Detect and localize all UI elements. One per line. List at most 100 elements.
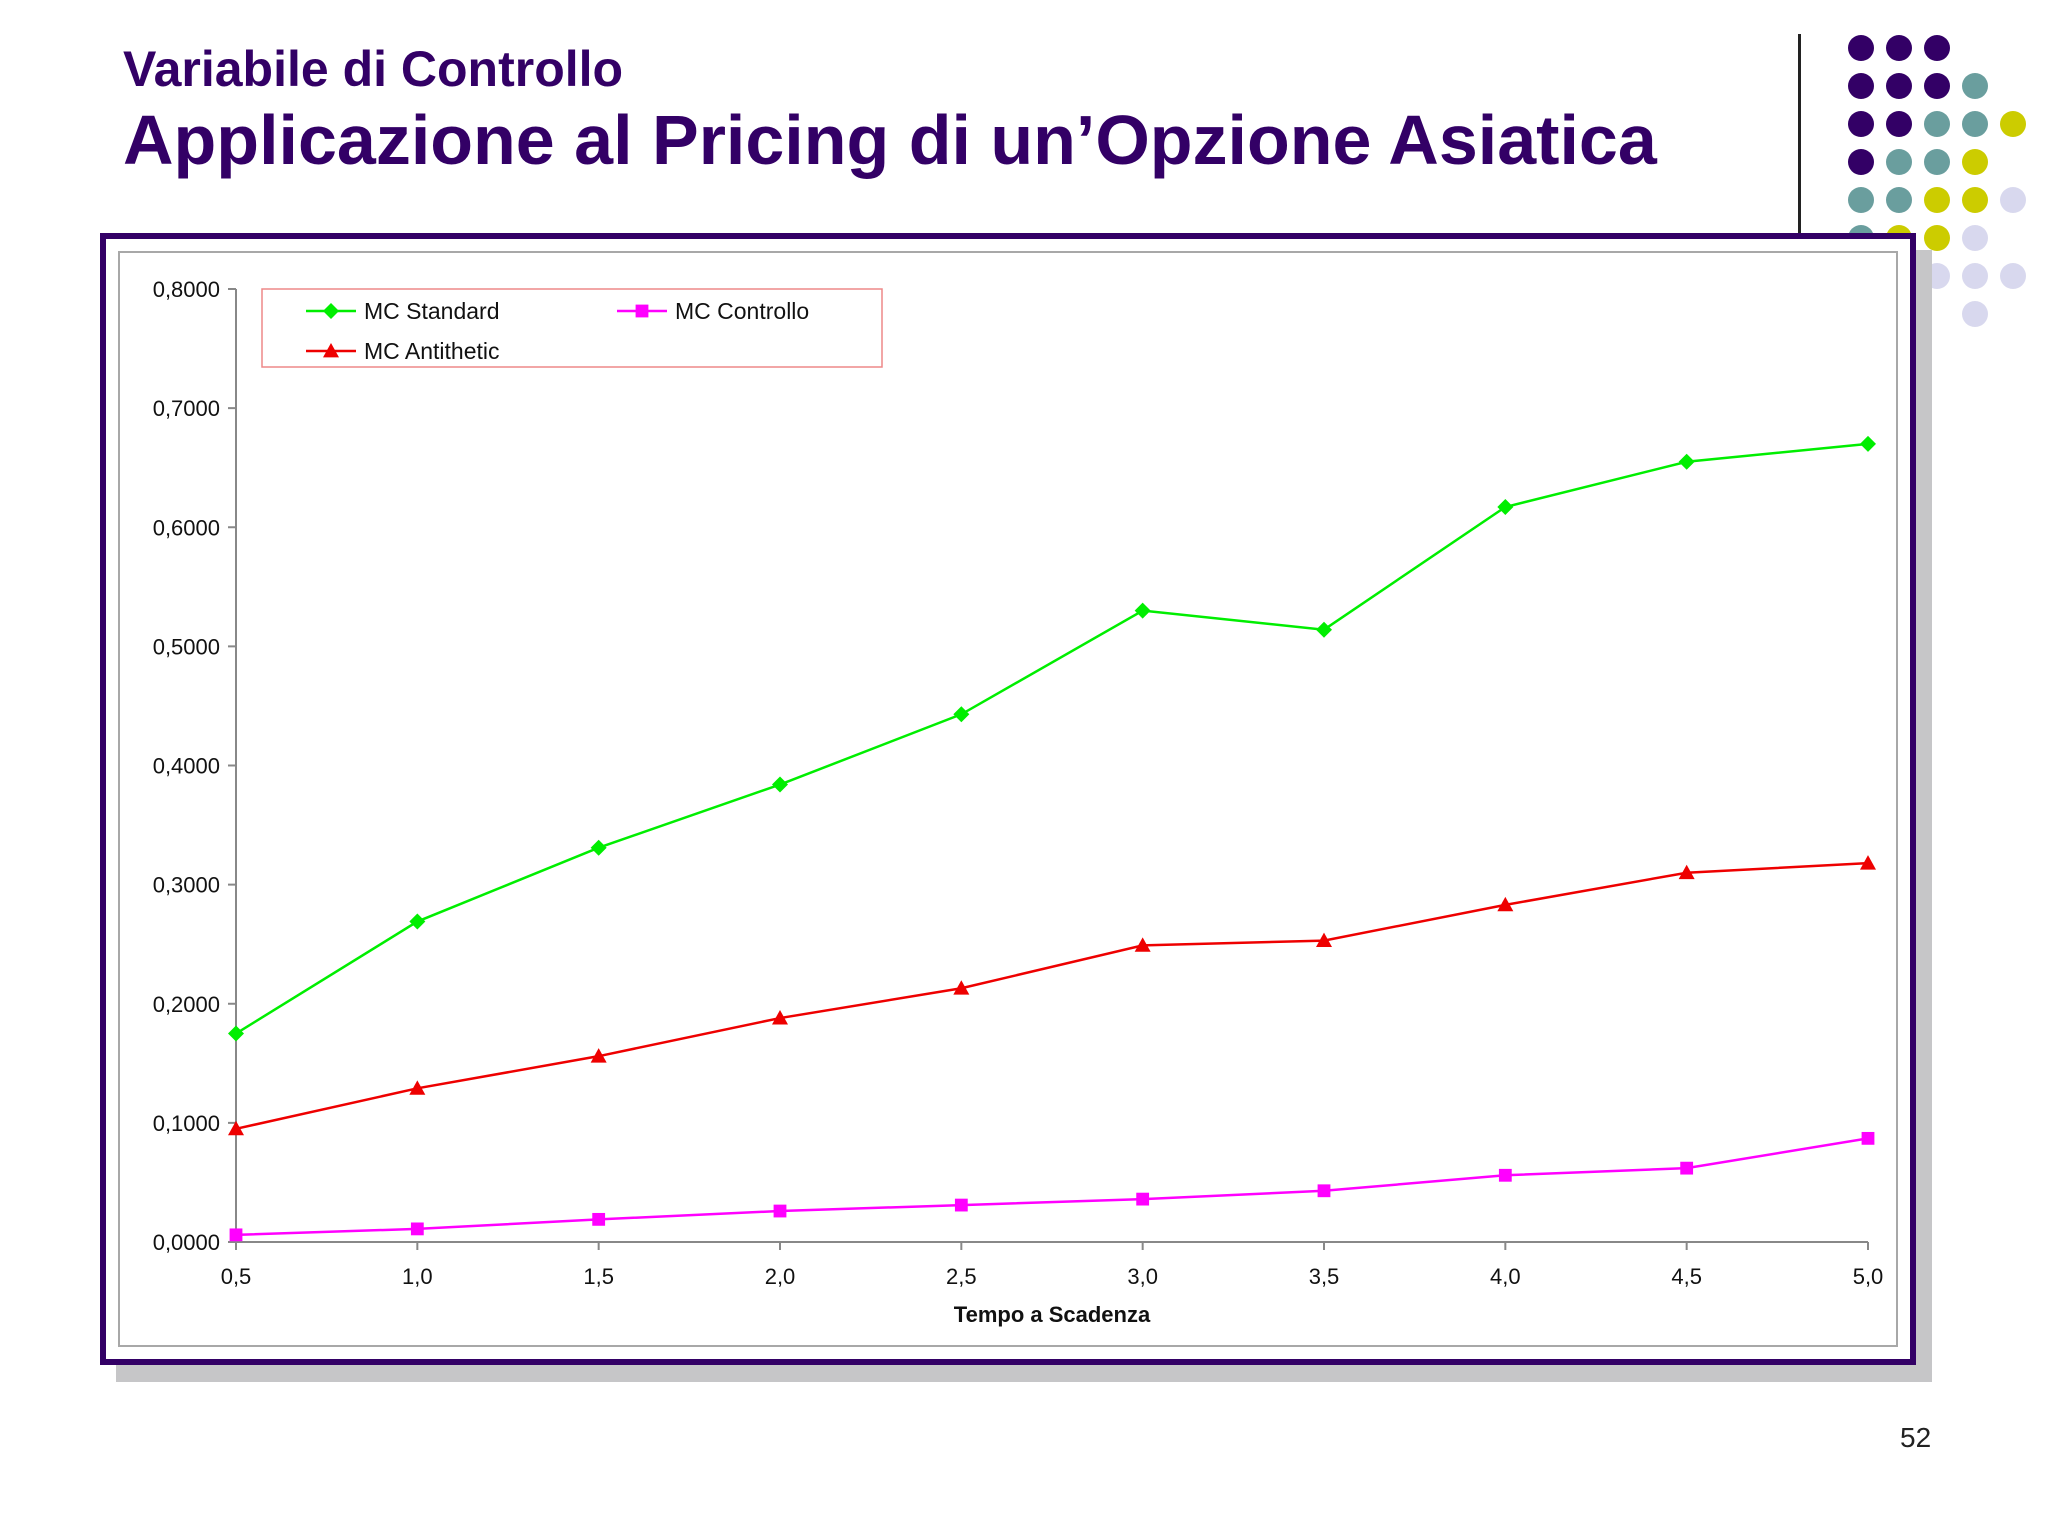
y-tick-label: 0,5000: [153, 634, 220, 659]
data-point: [773, 1204, 787, 1218]
y-tick-label: 0,7000: [153, 396, 220, 421]
slide-title: Applicazione al Pricing di un’Opzione As…: [123, 101, 1657, 179]
decorative-dot: [1924, 149, 1950, 175]
data-point: [1678, 453, 1695, 470]
x-tick-label: 1,5: [583, 1264, 614, 1289]
data-point: [1680, 1161, 1694, 1175]
data-point: [953, 980, 970, 995]
data-point: [228, 1025, 244, 1042]
x-tick-label: 5,0: [1853, 1264, 1884, 1289]
title-divider: [1798, 34, 1801, 234]
y-tick-label: 0,8000: [153, 277, 220, 302]
y-tick-label: 0,0000: [153, 1230, 220, 1255]
data-point: [1498, 1168, 1512, 1182]
data-point: [409, 1080, 426, 1095]
data-point: [229, 1228, 243, 1242]
legend-item: MC Antithetic: [306, 338, 500, 364]
decorative-dot: [1924, 35, 1950, 61]
series-line: [235, 1137, 1869, 1237]
x-tick-label: 4,0: [1490, 1264, 1521, 1289]
x-tick-label: 0,5: [221, 1264, 252, 1289]
page-number: 52: [1900, 1422, 1932, 1453]
decorative-dot: [2000, 187, 2026, 213]
data-point: [1497, 498, 1514, 515]
y-tick-label: 0,6000: [153, 515, 220, 540]
y-tick-label: 0,1000: [153, 1111, 220, 1136]
data-point: [590, 1048, 607, 1063]
x-tick-label: 2,0: [765, 1264, 796, 1289]
data-point: [1316, 932, 1332, 948]
decorative-dot: [1848, 187, 1874, 213]
data-point: [772, 776, 788, 793]
data-point: [1860, 435, 1876, 452]
data-point: [1860, 855, 1876, 870]
legend-label: MC Antithetic: [364, 338, 500, 364]
x-tick-label: 2,5: [946, 1264, 977, 1289]
data-point: [592, 1212, 606, 1226]
decorative-dot: [1962, 225, 1988, 251]
legend-item: MC Controllo: [617, 298, 809, 324]
decorative-dot: [1962, 301, 1988, 327]
series-mc-standard: [228, 435, 1876, 1042]
x-tick-label: 3,0: [1127, 1264, 1158, 1289]
y-tick-label: 0,3000: [153, 873, 220, 898]
data-point: [954, 1198, 968, 1212]
decorative-dot: [1848, 73, 1874, 99]
decorative-dot: [1886, 73, 1912, 99]
series-mc-antithetic: [228, 855, 1876, 1136]
data-point: [409, 913, 426, 930]
data-point: [1678, 864, 1695, 880]
x-axis-title: Tempo a Scadenza: [954, 1302, 1151, 1327]
decorative-dot: [1848, 111, 1874, 137]
y-tick-label: 0,4000: [153, 754, 220, 779]
legend-label: MC Standard: [364, 298, 500, 324]
decorative-dot: [1924, 187, 1950, 213]
decorative-dot: [1924, 225, 1950, 251]
data-point: [1316, 621, 1332, 638]
decorative-dot: [1886, 35, 1912, 61]
chart-area-border: [118, 251, 1898, 1347]
chart-legend: MC Standard MC Controllo MC Antithetic: [261, 288, 883, 368]
decorative-dot: [1962, 187, 1988, 213]
decorative-dot: [1924, 73, 1950, 99]
data-point: [1317, 1184, 1331, 1198]
y-tick-label: 0,2000: [153, 992, 220, 1017]
data-point: [1134, 937, 1151, 952]
decorative-dot: [1886, 187, 1912, 213]
data-point: [1134, 602, 1151, 619]
decorative-dot: [1848, 35, 1874, 61]
series-line: [235, 442, 1869, 1035]
legend-item: MC Standard: [306, 298, 500, 324]
data-point: [1861, 1131, 1875, 1145]
series-mc-controllo: [229, 1131, 1875, 1242]
data-point: [1136, 1192, 1150, 1206]
data-point: [410, 1222, 424, 1236]
legend-box: [261, 288, 883, 368]
decorative-dot: [1962, 149, 1988, 175]
decorative-dot: [1924, 111, 1950, 137]
decorative-dot: [1886, 111, 1912, 137]
legend-swatch-marker: [323, 343, 339, 358]
series-line: [235, 861, 1869, 1131]
data-point: [228, 1120, 244, 1136]
legend-swatch-marker: [635, 304, 649, 318]
data-point: [1497, 896, 1514, 912]
chart-frame: 0,0000 0,1000 0,2000 0,3000 0,4000 0,5000 0,60…: [100, 233, 1916, 1365]
decorative-dot: [2000, 111, 2026, 137]
slide-subtitle: Variabile di Controllo: [123, 41, 624, 97]
legend-label: MC Controllo: [675, 298, 809, 324]
x-tick-label: 1,0: [402, 1264, 433, 1289]
decorative-dot: [1962, 73, 1988, 99]
data-point: [772, 1010, 788, 1025]
data-point: [953, 706, 970, 723]
decorative-dot: [1962, 111, 1988, 137]
decorative-dot: [1848, 149, 1874, 175]
line-chart: 0,0000 0,1000 0,2000 0,3000 0,4000 0,5000 0,60…: [153, 277, 1884, 1327]
x-tick-label: 3,5: [1309, 1264, 1340, 1289]
decorative-dot: [2000, 263, 2026, 289]
decorative-dot: [1886, 149, 1912, 175]
data-point: [590, 839, 607, 856]
x-tick-label: 4,5: [1671, 1264, 1702, 1289]
decorative-dot: [1962, 263, 1988, 289]
